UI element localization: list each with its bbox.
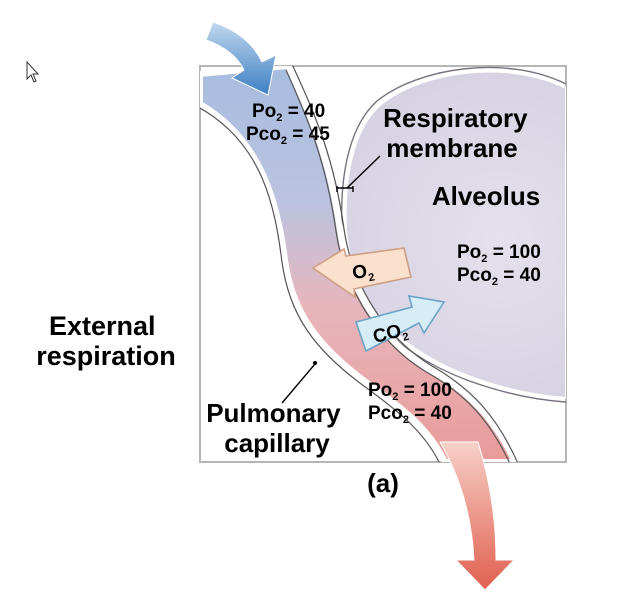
respiratory-membrane-pointer [336,155,381,192]
pulmonary-capillary [200,66,519,462]
pulmonary-capillary-label: Pulmonary capillary [206,398,348,458]
blood-inflow-arrow [205,21,277,96]
o2-label: O2 [350,260,375,288]
pco2-reading: Pco2 = 40 [457,265,541,288]
panel-label: (a) [367,468,399,498]
capillary-wall-right [292,66,518,462]
co2-diffusion-arrow [354,294,446,353]
co2-label: CO2 [371,319,410,351]
alveolus-pressures: Po2 = 100 Pco2 = 40 [457,242,541,288]
capillary-inflow-pressures: Po2 = 40 Pco2 = 45 [246,101,330,147]
capillary-wall-right-inner [285,69,510,462]
pco2-reading: Pco2 = 45 [246,124,330,147]
capillary-outflow-pressures: Po2 = 100 Pco2 = 40 [368,380,452,426]
o2-diffusion-arrow [311,247,412,299]
blood-outflow-arrow [439,441,516,591]
po2-reading: Po2 = 40 [252,101,325,124]
mouse-cursor-icon [26,60,40,83]
capillary-wall-left [200,107,440,462]
section-label: External respiration [36,311,176,371]
respiratory-membrane-label: Respiratory membrane [383,103,535,163]
pulmonary-capillary-pointer [281,363,316,404]
alveolus-label: Alveolus [432,181,540,211]
po2-reading: Po2 = 100 [368,380,452,403]
po2-reading: Po2 = 100 [457,242,541,265]
pco2-reading: Pco2 = 40 [368,403,452,426]
